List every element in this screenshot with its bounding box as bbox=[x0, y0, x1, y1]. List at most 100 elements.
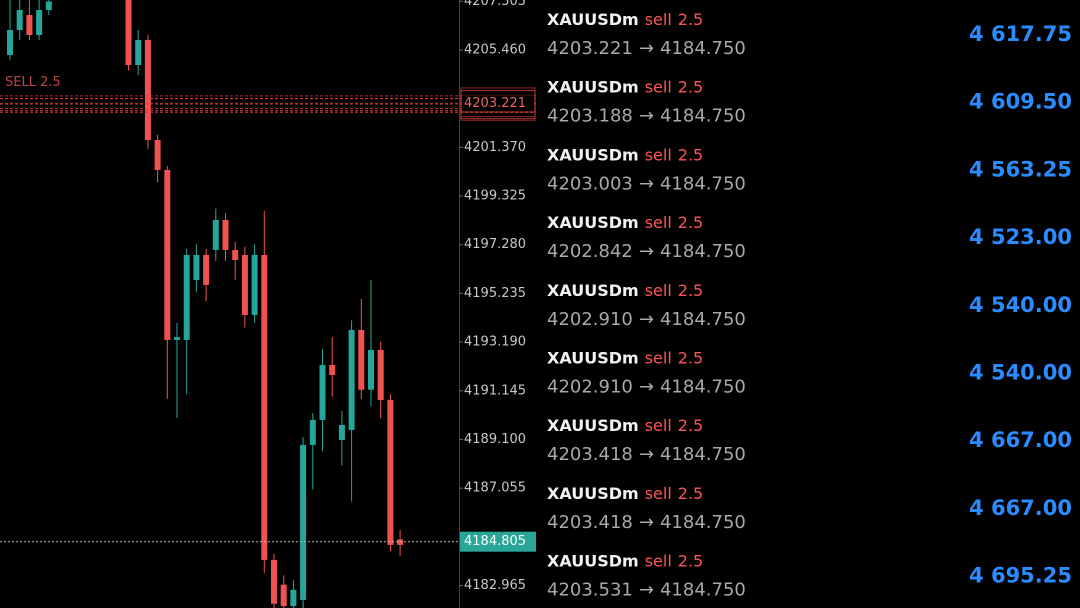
order-prices: 4202.910 → 4184.750 bbox=[547, 309, 746, 330]
order-symbol: XAUUSDm bbox=[547, 551, 639, 570]
y-tick-label: 4199.325 bbox=[464, 189, 526, 204]
order-close: 4184.750 bbox=[660, 38, 746, 59]
candle-body bbox=[183, 254, 190, 340]
order-profit: 4 695.25 bbox=[969, 564, 1072, 588]
y-tick-label: 4182.965 bbox=[464, 578, 526, 593]
order-price-label: 4203.221 bbox=[464, 96, 526, 111]
current-price-bg bbox=[460, 531, 536, 552]
candle-body bbox=[300, 444, 307, 600]
order-profit: 4 540.00 bbox=[969, 293, 1072, 317]
candle-body bbox=[212, 219, 219, 250]
order-prices: 4202.842 → 4184.750 bbox=[547, 241, 746, 262]
candle-body bbox=[261, 254, 268, 560]
candle-body bbox=[222, 219, 229, 250]
order-arrow: → bbox=[639, 38, 654, 59]
candle-body bbox=[144, 39, 151, 140]
candle-body bbox=[16, 9, 23, 30]
order-prices: 4203.221 → 4184.750 bbox=[547, 38, 746, 59]
order-side: sell bbox=[645, 213, 672, 232]
candle-body bbox=[174, 337, 180, 340]
order-volume: 2.5 bbox=[678, 348, 703, 367]
order-arrow: → bbox=[639, 173, 654, 194]
order-profit: 4 609.50 bbox=[969, 90, 1072, 114]
order-volume: 2.5 bbox=[678, 77, 703, 96]
candle-body bbox=[271, 559, 277, 604]
order-title: XAUUSDm sell 2.5 bbox=[547, 145, 703, 164]
candle-body bbox=[45, 1, 52, 10]
order-close: 4184.750 bbox=[660, 444, 746, 465]
order-close: 4184.750 bbox=[660, 106, 746, 127]
order-open: 4203.418 bbox=[547, 512, 633, 533]
order-side: sell bbox=[645, 483, 672, 502]
order-title: XAUUSDm sell 2.5 bbox=[547, 77, 703, 96]
order-open: 4203.188 bbox=[547, 106, 633, 127]
order-price-bg bbox=[462, 95, 534, 112]
order-arrow: → bbox=[639, 512, 654, 533]
order-prices: 4202.910 → 4184.750 bbox=[547, 377, 746, 398]
order-arrow: → bbox=[639, 309, 654, 330]
candle-body bbox=[251, 254, 258, 315]
y-tick-label: 4201.370 bbox=[464, 140, 526, 155]
order-profit: 4 523.00 bbox=[969, 225, 1072, 249]
candle-body bbox=[338, 424, 345, 440]
candle-body bbox=[348, 329, 355, 430]
price-chart: 4207.505 4205.460 4201.370 4199.325 4197.280… bbox=[0, 0, 536, 608]
candle-body bbox=[154, 139, 161, 170]
candle-body bbox=[329, 364, 336, 375]
order-open: 4203.003 bbox=[547, 173, 633, 194]
order-title: XAUUSDm sell 2.5 bbox=[547, 213, 703, 232]
candle-body bbox=[290, 589, 297, 607]
y-tick-label: 4205.460 bbox=[464, 42, 526, 57]
order-close: 4184.750 bbox=[660, 309, 746, 330]
order-side: sell bbox=[645, 280, 672, 299]
order-symbol: XAUUSDm bbox=[547, 348, 639, 367]
order-close: 4184.750 bbox=[660, 241, 746, 262]
order-open: 4202.842 bbox=[547, 241, 633, 262]
candle-body bbox=[368, 349, 374, 390]
order-open: 4203.418 bbox=[547, 444, 633, 465]
y-tick-label: 4191.145 bbox=[464, 383, 526, 398]
candle-body bbox=[232, 249, 239, 260]
order-profit: 4 540.00 bbox=[969, 361, 1072, 385]
order-volume: 2.5 bbox=[678, 213, 703, 232]
order-arrow: → bbox=[639, 377, 654, 398]
order-prices: 4203.188 → 4184.750 bbox=[547, 106, 746, 127]
y-tick-label: 4197.280 bbox=[464, 237, 526, 252]
candle-body bbox=[135, 39, 142, 65]
order-close: 4184.750 bbox=[660, 512, 746, 533]
candle-body bbox=[309, 419, 316, 445]
order-volume: 2.5 bbox=[678, 280, 703, 299]
y-tick-label: 4207.505 bbox=[464, 0, 526, 9]
order-volume: 2.5 bbox=[678, 551, 703, 570]
order-title: XAUUSDm sell 2.5 bbox=[547, 10, 703, 29]
order-prices: 4203.531 → 4184.750 bbox=[547, 580, 746, 601]
order-close: 4184.750 bbox=[660, 173, 746, 194]
order-title: XAUUSDm sell 2.5 bbox=[547, 280, 703, 299]
candle-body bbox=[319, 364, 326, 420]
order-symbol: XAUUSDm bbox=[547, 10, 639, 29]
order-volume: 2.5 bbox=[678, 145, 703, 164]
order-open: 4203.221 bbox=[547, 38, 633, 59]
candle-body bbox=[203, 254, 210, 285]
order-symbol: XAUUSDm bbox=[547, 77, 639, 96]
candle-body bbox=[36, 9, 43, 35]
order-tag: SELL 2.5 bbox=[5, 75, 61, 90]
candle-body bbox=[377, 349, 384, 400]
candle-body bbox=[125, 0, 132, 65]
y-tick-label: 4193.190 bbox=[464, 335, 526, 350]
order-title: XAUUSDm sell 2.5 bbox=[547, 483, 703, 502]
candle-body bbox=[358, 329, 365, 390]
candle-body bbox=[193, 254, 200, 280]
order-side: sell bbox=[645, 77, 672, 96]
order-open: 4203.531 bbox=[547, 580, 633, 601]
order-profit: 4 563.25 bbox=[969, 157, 1072, 181]
order-side: sell bbox=[645, 551, 672, 570]
candle-body bbox=[164, 169, 171, 340]
order-close: 4184.750 bbox=[660, 580, 746, 601]
order-prices: 4203.003 → 4184.750 bbox=[547, 173, 746, 194]
order-prices: 4203.418 → 4184.750 bbox=[547, 444, 746, 465]
order-arrow: → bbox=[639, 106, 654, 127]
order-volume: 2.5 bbox=[678, 10, 703, 29]
order-title: XAUUSDm sell 2.5 bbox=[547, 348, 703, 367]
